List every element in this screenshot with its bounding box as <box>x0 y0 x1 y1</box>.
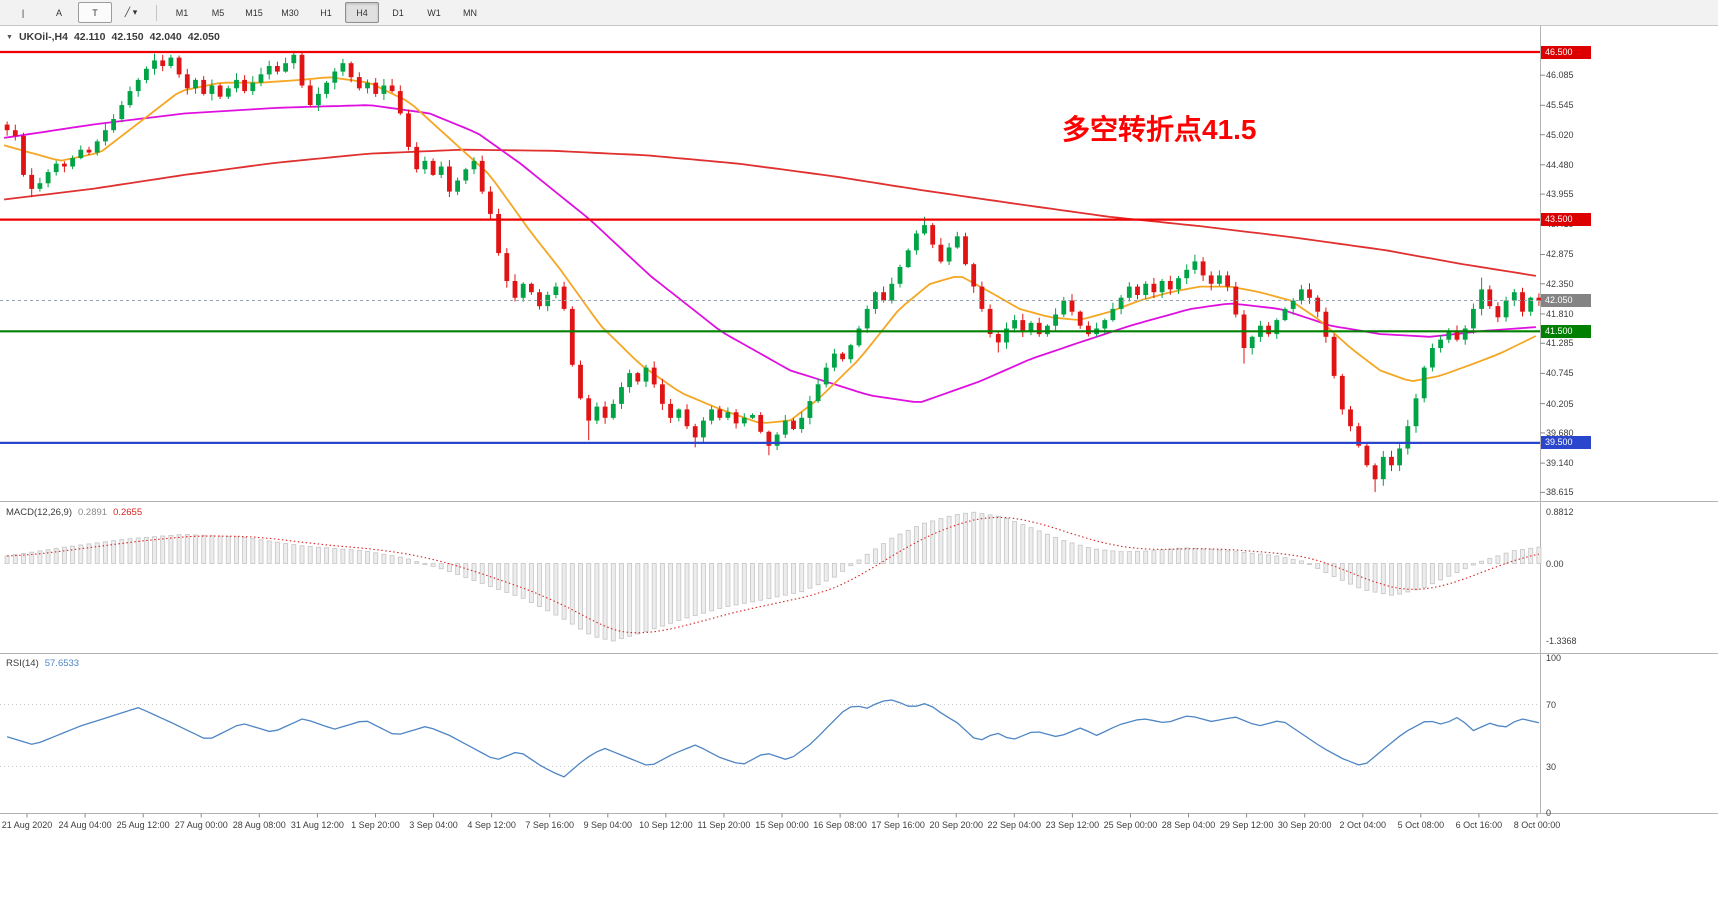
timeframe-H1-button[interactable]: H1 <box>320 7 332 18</box>
price-level-badge: 43.500 <box>1541 213 1591 227</box>
price-level-badge: 41.500 <box>1541 324 1591 338</box>
timeframe-M15-button[interactable]: M15 <box>245 7 263 18</box>
time-axis-label: 9 Sep 04:00 <box>583 820 633 830</box>
toolbar: | A T ╱ ▾ M1 M5 M15 M30 H1 H4 D1 W1 MN <box>0 0 1718 26</box>
time-axis-label: 24 Aug 04:00 <box>58 820 112 830</box>
price-axis-label: 38.615 <box>1546 487 1574 498</box>
time-axis-label: 4 Sep 12:00 <box>467 820 516 830</box>
macd-axis-label: 0.00 <box>1546 558 1564 569</box>
time-axis-label: 27 Aug 00:00 <box>174 820 228 830</box>
price-axis-label: 42.350 <box>1546 278 1574 289</box>
time-axis-label: 25 Aug 12:00 <box>116 820 170 830</box>
macd-label: MACD(12,26,9) 0.2891 0.2655 <box>6 507 142 518</box>
rsi-axis-label: 30 <box>1546 761 1557 772</box>
time-axis-label: 15 Sep 00:00 <box>755 820 809 830</box>
time-axis-label: 10 Sep 12:00 <box>639 820 693 830</box>
price-axis-label: 40.205 <box>1546 398 1574 409</box>
time-axis-label: 11 Sep 20:00 <box>697 820 751 830</box>
time-axis-label: 23 Sep 12:00 <box>1045 820 1100 830</box>
symbol-name: UKOil-,H4 <box>18 31 68 43</box>
chart-dropdown-icon[interactable]: ▼ <box>6 33 13 41</box>
time-axis-label: 29 Sep 12:00 <box>1219 820 1274 830</box>
price-level-badge: 39.500 <box>1541 436 1591 450</box>
time-axis-label: 8 Oct 00:00 <box>1513 820 1561 830</box>
time-axis-label: 17 Sep 16:00 <box>871 820 925 830</box>
time-axis-label: 2 Oct 04:00 <box>1339 820 1387 830</box>
ohlc-open: 42.110 <box>73 31 106 43</box>
rsi-value: 57.6533 <box>44 658 80 669</box>
timeframe-MN-button[interactable]: MN <box>463 7 477 18</box>
price-axis-label: 41.285 <box>1546 338 1574 349</box>
macd-name: MACD(12,26,9) <box>6 507 72 518</box>
timeframe-M30-button[interactable]: M30 <box>281 7 299 18</box>
price-axis-label: 39.140 <box>1546 458 1574 469</box>
time-axis-label: 22 Sep 04:00 <box>987 820 1042 830</box>
time-axis-label: 25 Sep 00:00 <box>1103 820 1158 830</box>
price-level-badge: 42.050 <box>1541 294 1591 308</box>
symbol-info: ▼ UKOil-,H4 42.110 42.150 42.040 42.050 <box>6 31 220 43</box>
price-axis-label: 45.020 <box>1546 129 1574 140</box>
ohlc-low: 42.040 <box>149 31 182 43</box>
rsi-name: RSI(14) <box>6 658 39 669</box>
rsi-axis-label: 0 <box>1546 808 1552 818</box>
price-level-badge: 46.500 <box>1541 45 1591 59</box>
timeframe-M5-button[interactable]: M5 <box>211 7 225 18</box>
price-axis-label: 43.955 <box>1546 189 1574 200</box>
time-axis-label: 21 Aug 2020 <box>1 820 53 830</box>
toolbar-separator <box>156 4 157 21</box>
timeframe-W1-button[interactable]: W1 <box>427 7 441 18</box>
time-axis-label: 20 Sep 20:00 <box>929 820 983 830</box>
macd-axis-label: 0.8812 <box>1546 507 1574 518</box>
timeframe-D1-button[interactable]: D1 <box>392 7 404 18</box>
price-axis-label: 41.810 <box>1546 308 1574 319</box>
time-axis-label: 3 Sep 04:00 <box>409 820 458 830</box>
time-axis-label: 16 Sep 08:00 <box>813 820 867 830</box>
vertical-line-tool-button[interactable]: | <box>21 7 25 18</box>
time-axis-label: 5 Oct 08:00 <box>1397 820 1445 830</box>
price-axis-label: 44.480 <box>1546 159 1574 170</box>
macd-signal-value: 0.2655 <box>113 507 143 518</box>
time-axis-label: 1 Sep 20:00 <box>351 820 400 830</box>
text-box-tool-button[interactable]: T <box>78 2 112 23</box>
timeframe-M1-button[interactable]: M1 <box>175 7 189 18</box>
time-axis-label: 28 Sep 04:00 <box>1161 820 1216 830</box>
price-axis-label: 46.085 <box>1546 70 1574 81</box>
time-axis-label: 31 Aug 12:00 <box>290 820 344 830</box>
shapes-dropdown-button[interactable]: ╱ ▾ <box>124 7 138 17</box>
time-axis-label: 6 Oct 16:00 <box>1455 820 1503 830</box>
rsi-axis-label: 70 <box>1546 699 1557 710</box>
price-axis-label: 45.545 <box>1546 100 1574 111</box>
time-axis-label: 7 Sep 16:00 <box>525 820 574 830</box>
chart-text-annotation: 多空转折点41.5 <box>1062 114 1257 145</box>
price-axis-label: 39.680 <box>1546 427 1574 438</box>
ohlc-high: 42.150 <box>111 31 144 43</box>
timeframe-H4-button[interactable]: H4 <box>345 2 379 23</box>
rsi-label: RSI(14) 57.6533 <box>6 658 79 669</box>
price-axis-label: 42.875 <box>1546 249 1574 260</box>
time-axis-label: 30 Sep 20:00 <box>1277 820 1332 830</box>
time-axis-label: 28 Aug 08:00 <box>232 820 286 830</box>
macd-axis-label: -1.3368 <box>1546 636 1577 647</box>
price-axis-label: 40.745 <box>1546 368 1574 379</box>
macd-main-value: 0.2891 <box>78 507 108 518</box>
text-annotation-tool-button[interactable]: A <box>55 7 62 18</box>
rsi-axis-label: 100 <box>1546 653 1562 663</box>
ohlc-close: 42.050 <box>187 31 220 43</box>
